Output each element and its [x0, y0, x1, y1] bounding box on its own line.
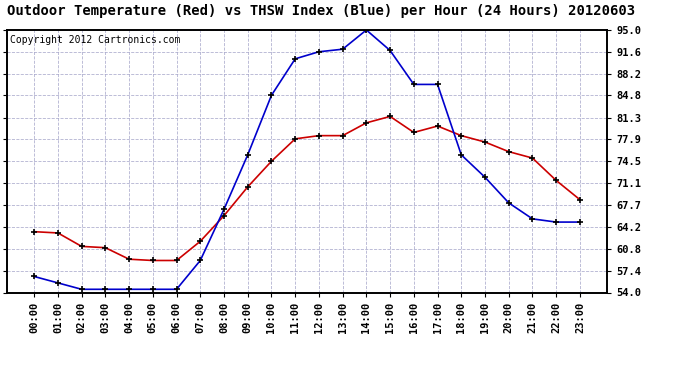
- Text: Outdoor Temperature (Red) vs THSW Index (Blue) per Hour (24 Hours) 20120603: Outdoor Temperature (Red) vs THSW Index …: [7, 4, 635, 18]
- Text: Copyright 2012 Cartronics.com: Copyright 2012 Cartronics.com: [10, 35, 180, 45]
